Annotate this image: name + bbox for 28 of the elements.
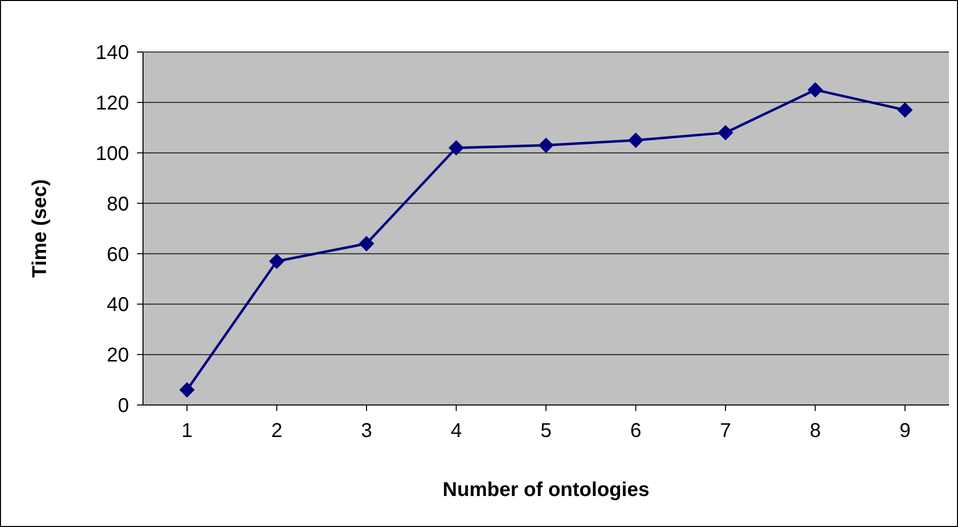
y-tick-label: 120 [96,92,129,115]
point [898,102,912,118]
point [628,132,644,148]
y-tick-label: 100 [96,142,129,165]
point [269,254,284,269]
y-tick-label: 140 [96,42,129,64]
y-tick-label: 80 [106,193,129,216]
x-tick-label: 3 [360,420,372,442]
point [718,125,733,140]
point [359,236,374,252]
x-axis-title: Number of ontologies [442,479,650,501]
point [538,138,554,153]
x-tick-label: 6 [630,420,642,442]
point [180,382,194,398]
y-tick-label: 0 [118,395,129,418]
point [808,82,823,98]
y-axis-title: Time (sec) [29,179,52,278]
x-tick-label: 7 [720,420,732,442]
x-tick-label: 2 [271,420,282,442]
x-tick-label: 1 [181,420,193,442]
x-tick-label: 5 [540,420,552,442]
y-tick-label: 60 [106,244,129,266]
x-tick-label: 9 [899,420,911,442]
y-tick-label: 40 [106,294,129,316]
y-tick-label: 20 [106,344,129,367]
x-tick-label: 8 [810,420,821,442]
x-tick-label: 4 [450,420,462,442]
point [448,140,464,156]
